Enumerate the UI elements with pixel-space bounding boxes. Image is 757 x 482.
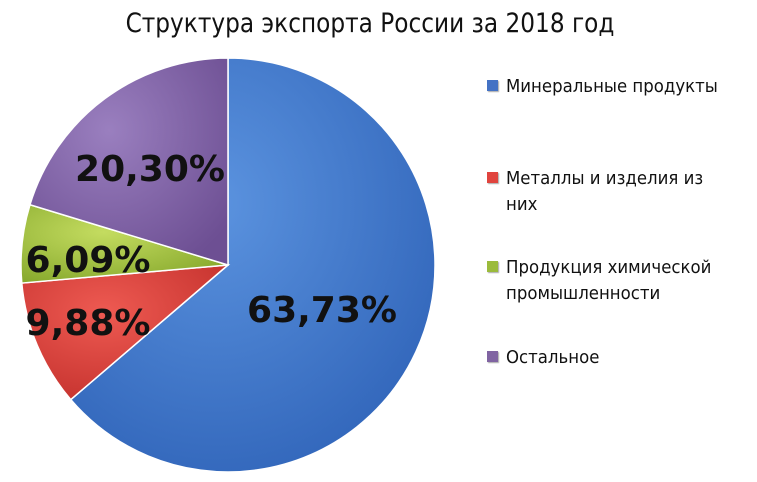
legend-swatch-mineral — [487, 80, 498, 91]
legend-item-mineral: Минеральные продукты — [487, 74, 752, 100]
pie-slice-mineral — [69, 57, 436, 473]
pie-slice-other — [29, 57, 229, 267]
slice-label-chemical: 6,09% — [26, 240, 151, 281]
legend-item-metals: Металлы и изделия из них — [487, 166, 752, 218]
legend-label-mineral: Минеральные продукты — [506, 76, 718, 97]
legend-label-chemical: Продукция химической промышленности — [506, 257, 712, 304]
legend-swatch-other — [487, 351, 498, 362]
slice-label-mineral: 63,73% — [247, 290, 397, 331]
legend-item-other: Остальное — [487, 345, 752, 371]
slice-label-metals: 9,88% — [26, 303, 151, 344]
legend-label-metals: Металлы и изделия из них — [506, 168, 704, 215]
legend-swatch-metals — [487, 172, 498, 183]
legend-item-chemical: Продукция химической промышленности — [487, 255, 752, 307]
chart-title: Структура экспорта России за 2018 год — [125, 8, 615, 39]
pie-slice-metals — [20, 264, 231, 401]
legend-label-other: Остальное — [506, 347, 600, 368]
legend-swatch-chemical — [487, 261, 498, 272]
slice-label-other: 20,30% — [75, 149, 225, 190]
